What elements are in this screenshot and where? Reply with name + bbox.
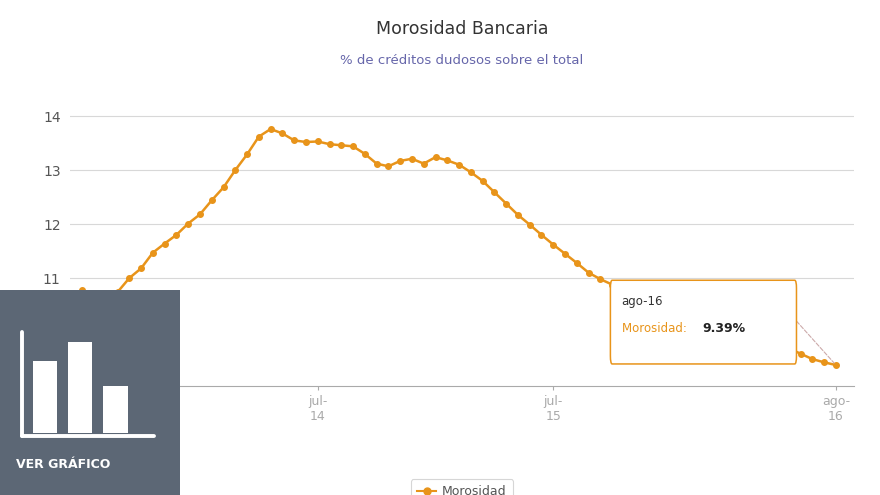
Text: VER GRÁFICO: VER GRÁFICO bbox=[16, 458, 110, 471]
Text: ago-16: ago-16 bbox=[621, 295, 664, 308]
Text: Morosidad:: Morosidad: bbox=[621, 322, 690, 335]
Text: Morosidad Bancaria: Morosidad Bancaria bbox=[376, 20, 548, 38]
Legend: Morosidad: Morosidad bbox=[411, 479, 513, 495]
Text: 9.39%: 9.39% bbox=[703, 322, 746, 335]
Text: % de créditos dudosos sobre el total: % de créditos dudosos sobre el total bbox=[341, 54, 583, 67]
FancyBboxPatch shape bbox=[611, 280, 796, 364]
